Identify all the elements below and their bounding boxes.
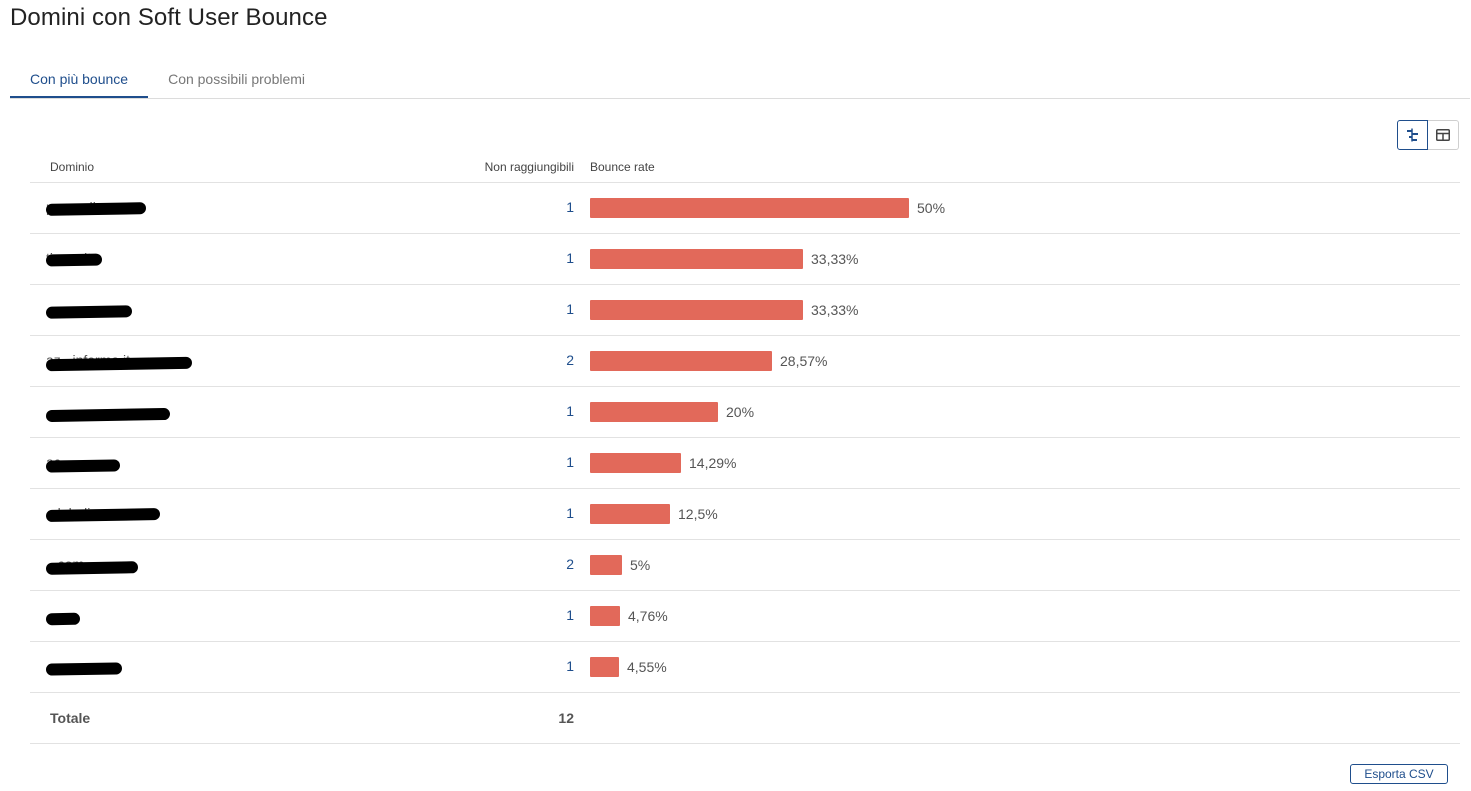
table-row: ...laboli.com112,5%: [30, 489, 1460, 540]
bar-view-button[interactable]: [1397, 120, 1428, 150]
unreachable-count: 1: [566, 403, 574, 419]
table-row: ac...114,29%: [30, 438, 1460, 489]
redaction-mark: [45, 459, 121, 473]
bounce-rate-bar: [590, 300, 803, 320]
redaction-mark: [45, 561, 139, 575]
column-header-domain[interactable]: Dominio: [50, 160, 95, 174]
table-grid-icon: [1436, 129, 1450, 141]
bounce-rate-cell: 50%: [590, 198, 945, 218]
table-view-button[interactable]: [1428, 120, 1459, 150]
bounce-rate-cell: 28,57%: [590, 351, 827, 371]
bounce-rate-bar: [590, 504, 670, 524]
tab-more-bounces[interactable]: Con più bounce: [10, 64, 149, 98]
bounce-rate-cell: 14,29%: [590, 453, 736, 473]
redaction-mark: [45, 662, 123, 676]
bounce-rate-label: 12,5%: [678, 506, 718, 522]
total-label: Totale: [50, 710, 91, 726]
table-body: p...media.com150%tigem.it133,33%133,33%a…: [30, 183, 1460, 693]
bounce-rate-label: 4,55%: [627, 659, 667, 675]
tab-possible-problems[interactable]: Con possibili problemi: [168, 71, 306, 87]
unreachable-count: 1: [566, 505, 574, 521]
redaction-mark: [45, 305, 133, 319]
redaction-mark: [45, 253, 103, 267]
redaction-mark: [45, 612, 81, 626]
table-row: 1 4,55%: [30, 642, 1460, 693]
table-row: tigem.it133,33%: [30, 234, 1460, 285]
redaction-mark: [45, 508, 161, 522]
bounce-rate-cell: 5%: [590, 555, 650, 575]
bounce-rate-cell: 4,76%: [590, 606, 668, 626]
bounce-rate-bar: [590, 198, 909, 218]
table-row: 1 4,76%: [30, 591, 1460, 642]
table-row: ...com25%: [30, 540, 1460, 591]
page-title: Domini con Soft User Bounce: [10, 4, 328, 31]
table-total-row: Totale 12: [30, 693, 1460, 744]
bounce-rate-label: 5%: [630, 557, 651, 573]
unreachable-count: 1: [566, 658, 574, 674]
redaction-mark: [45, 356, 193, 372]
export-csv-button[interactable]: Esporta CSV: [1350, 764, 1448, 784]
table-header: Dominio Non raggiungibili Bounce rate: [30, 150, 1460, 183]
bounce-rate-label: 33,33%: [811, 251, 859, 267]
view-toggle: [1397, 120, 1459, 150]
bar-chart-icon: [1406, 128, 1418, 142]
bounce-rate-label: 14,29%: [689, 455, 737, 471]
redaction-mark: [45, 202, 147, 216]
bounce-rate-label: 4,76%: [628, 608, 668, 624]
bounce-rate-bar: [590, 555, 622, 575]
bounce-rate-label: 50%: [917, 200, 946, 216]
bounce-rate-label: 28,57%: [780, 353, 828, 369]
unreachable-count: 2: [566, 556, 574, 572]
bounce-rate-label: 20%: [726, 404, 755, 420]
bounce-rate-cell: 12,5%: [590, 504, 718, 524]
unreachable-count: 1: [566, 607, 574, 623]
table-row: az...informa.it228,57%: [30, 336, 1460, 387]
unreachable-count: 1: [566, 250, 574, 266]
redaction-mark: [45, 407, 171, 423]
column-header-bounce-rate[interactable]: Bounce rate: [590, 160, 655, 174]
column-header-unreachable[interactable]: Non raggiungibili: [484, 160, 574, 174]
bounce-rate-bar: [590, 657, 619, 677]
bounce-rate-cell: 20%: [590, 402, 754, 422]
bounce-rate-cell: 4,55%: [590, 657, 667, 677]
unreachable-count: 2: [566, 352, 574, 368]
bounce-rate-bar: [590, 606, 620, 626]
unreachable-count: 1: [566, 199, 574, 215]
bounce-rate-bar: [590, 249, 803, 269]
table-row: 1 33,33%: [30, 285, 1460, 336]
domains-table: Dominio Non raggiungibili Bounce rate p.…: [30, 150, 1460, 744]
bounce-rate-bar: [590, 453, 681, 473]
bounce-rate-label: 33,33%: [811, 302, 859, 318]
tab-bar: Con più bounce Con possibili problemi: [10, 64, 1470, 99]
bounce-rate-cell: 33,33%: [590, 300, 858, 320]
table-row: p...media.com150%: [30, 183, 1460, 234]
unreachable-count: 1: [566, 454, 574, 470]
bounce-rate-bar: [590, 402, 718, 422]
bounce-rate-cell: 33,33%: [590, 249, 858, 269]
total-value: 12: [558, 710, 574, 726]
unreachable-count: 1: [566, 301, 574, 317]
bounce-rate-bar: [590, 351, 772, 371]
table-row: 1 20%: [30, 387, 1460, 438]
